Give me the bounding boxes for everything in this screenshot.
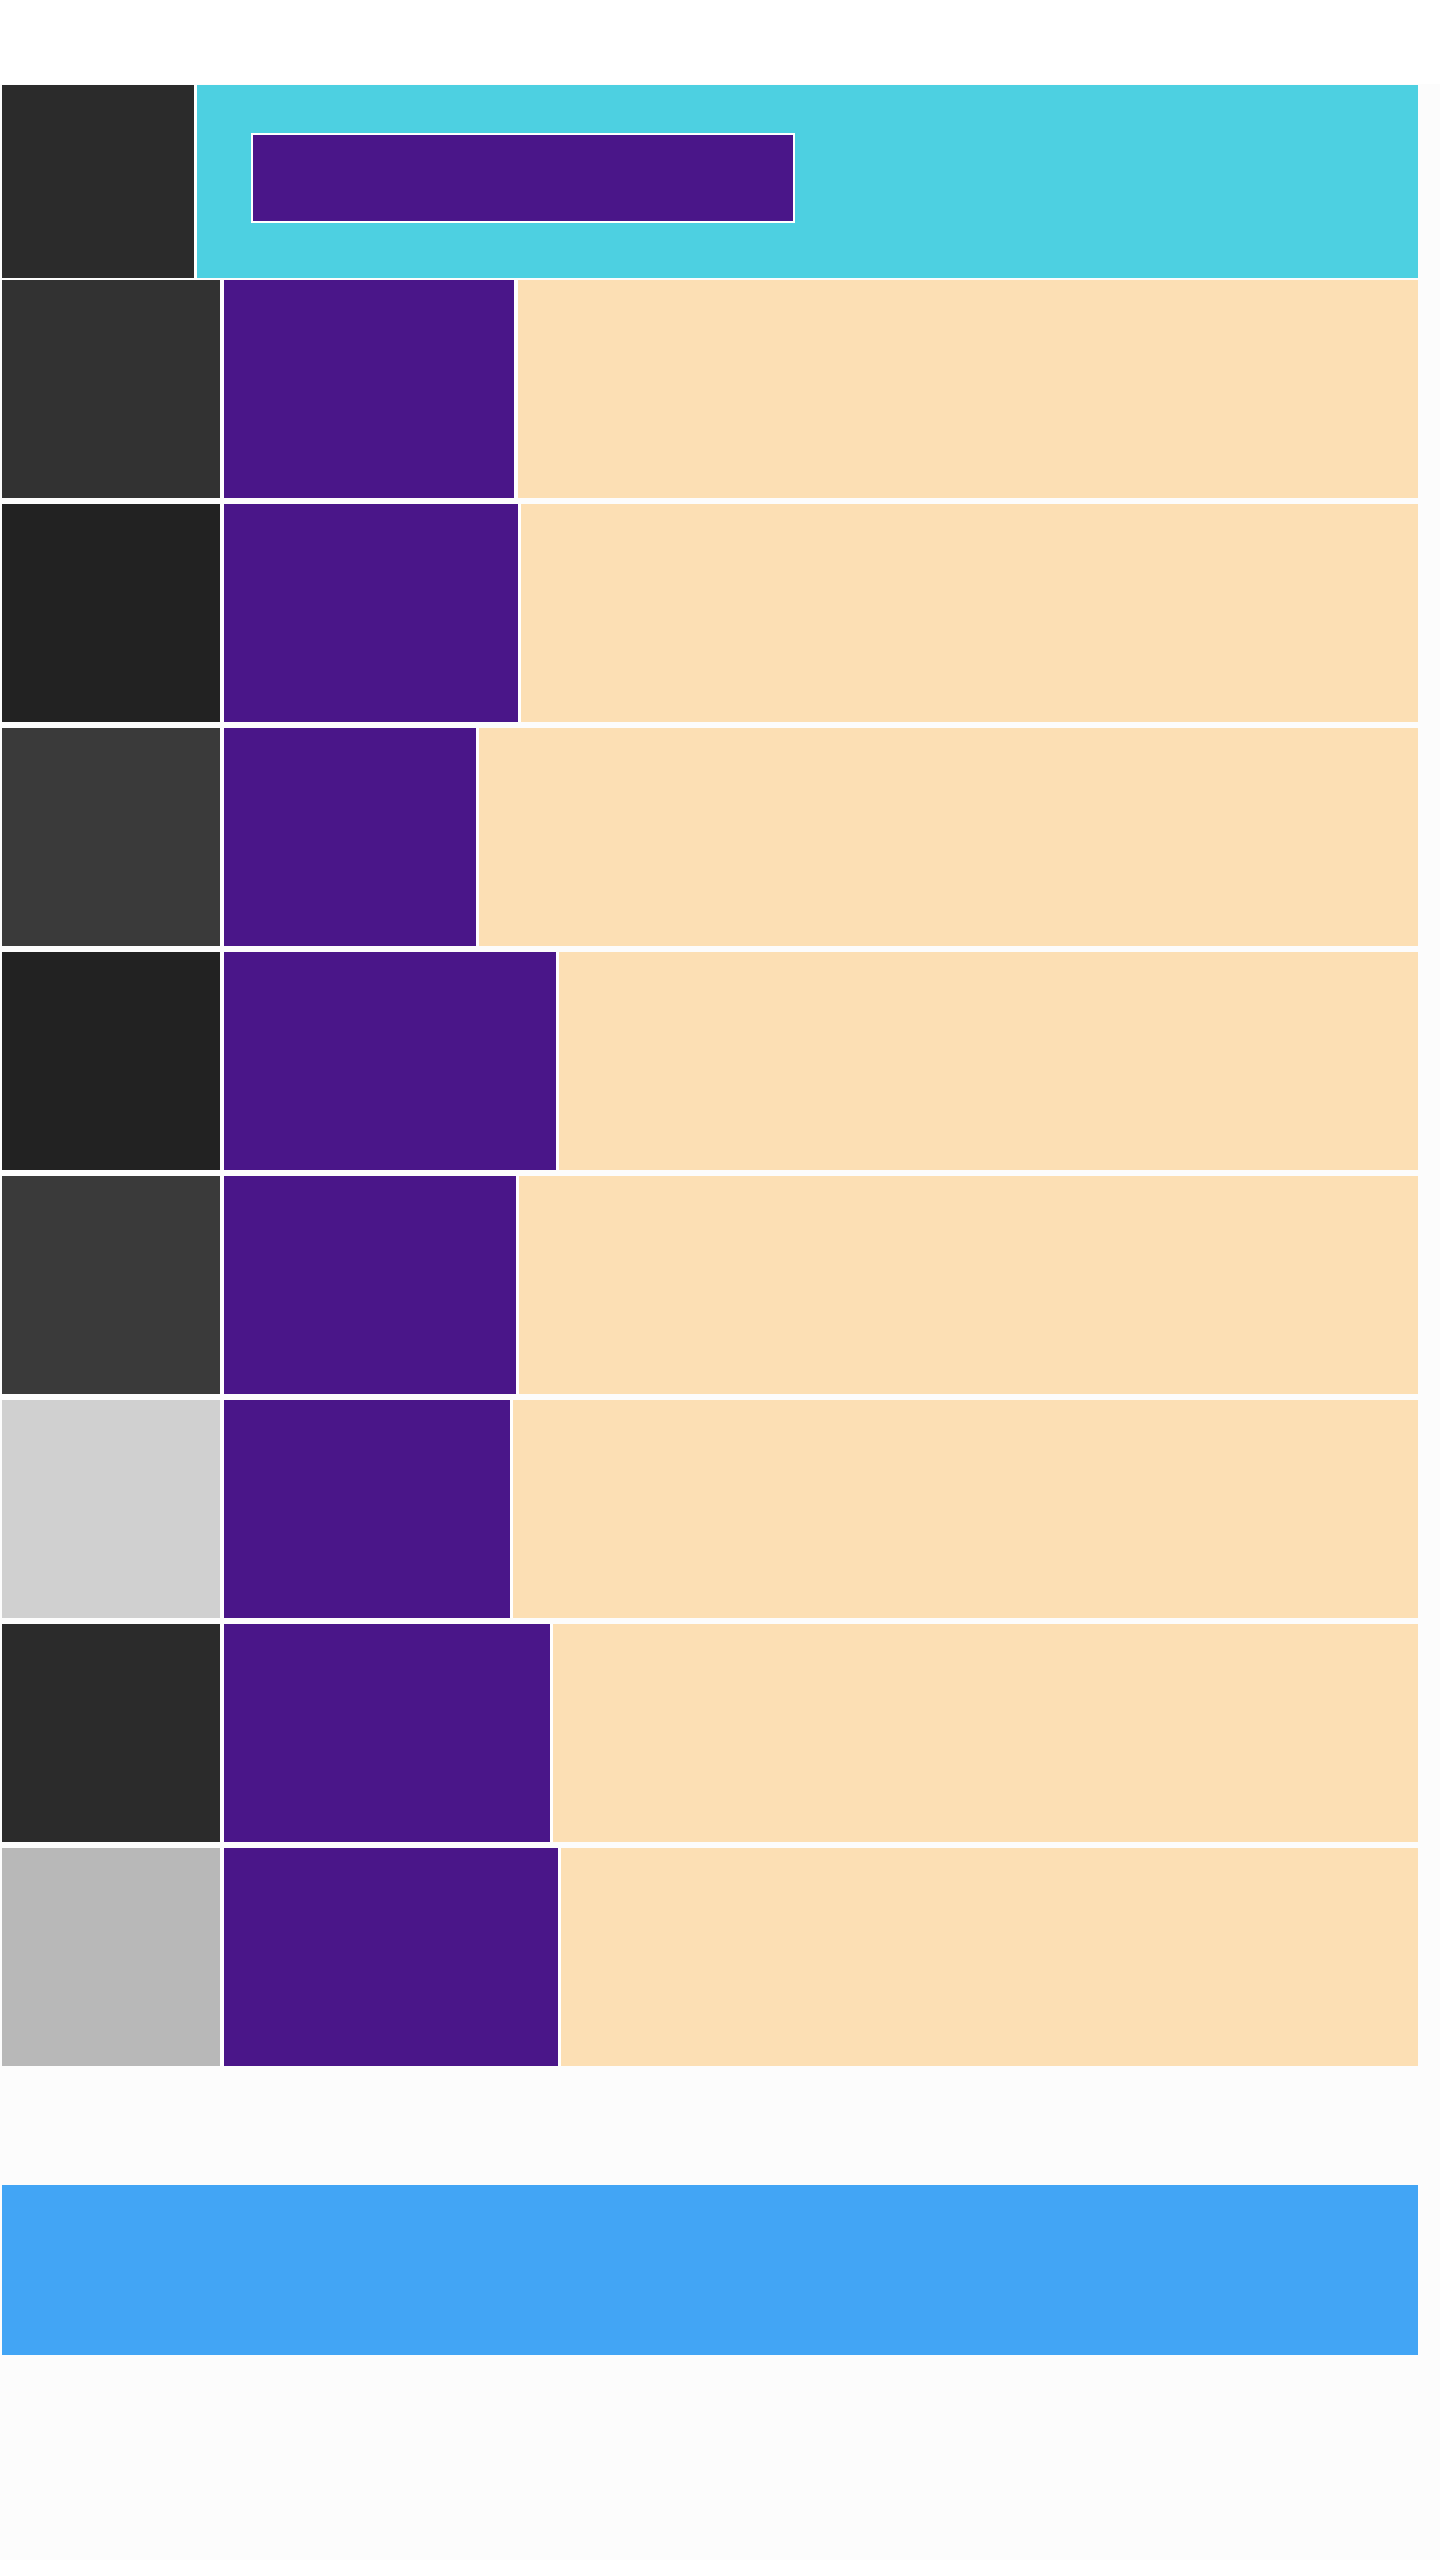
- list-item-title-block: [224, 728, 476, 946]
- list-item[interactable]: [2, 1176, 1418, 1394]
- list-item-detail: [559, 952, 1418, 1170]
- list-item-detail: [561, 1848, 1418, 2066]
- list-item-title-block: [224, 1400, 510, 1618]
- list-item-detail: [521, 504, 1418, 722]
- list-item-detail: [519, 1176, 1418, 1394]
- list-item-thumbnail: [2, 1400, 220, 1618]
- list-item[interactable]: [2, 1624, 1418, 1842]
- list-item-title-block: [224, 504, 518, 722]
- list-item[interactable]: [2, 504, 1418, 722]
- list-item-thumbnail: [2, 1624, 220, 1842]
- list-item-thumbnail: [2, 280, 220, 498]
- list-item-detail: [513, 1400, 1418, 1618]
- list-item[interactable]: [2, 1848, 1418, 2066]
- top-spacer: [0, 0, 1440, 84]
- list-item-title-block: [224, 952, 556, 1170]
- list-item-title-block: [224, 1848, 558, 2066]
- list-item-thumbnail: [2, 1176, 220, 1394]
- list-item-detail: [479, 728, 1418, 946]
- list-item[interactable]: [2, 280, 1418, 498]
- list-item-detail: [518, 280, 1418, 498]
- list-item-detail: [553, 1624, 1418, 1842]
- header-title[interactable]: [251, 133, 795, 223]
- list-item-thumbnail: [2, 504, 220, 722]
- content-list: [2, 280, 1418, 2072]
- header-banner: [197, 85, 1418, 278]
- list-item-thumbnail: [2, 728, 220, 946]
- list-item-thumbnail: [2, 952, 220, 1170]
- list-item[interactable]: [2, 728, 1418, 946]
- list-item[interactable]: [2, 1400, 1418, 1618]
- list-item-thumbnail: [2, 1848, 220, 2066]
- list-item-title-block: [224, 280, 514, 498]
- list-item-title-block: [224, 1176, 516, 1394]
- list-item[interactable]: [2, 952, 1418, 1170]
- footer-action-bar[interactable]: [2, 2185, 1418, 2355]
- list-item-title-block: [224, 1624, 550, 1842]
- header-thumbnail[interactable]: [2, 85, 194, 278]
- header: [2, 85, 1418, 278]
